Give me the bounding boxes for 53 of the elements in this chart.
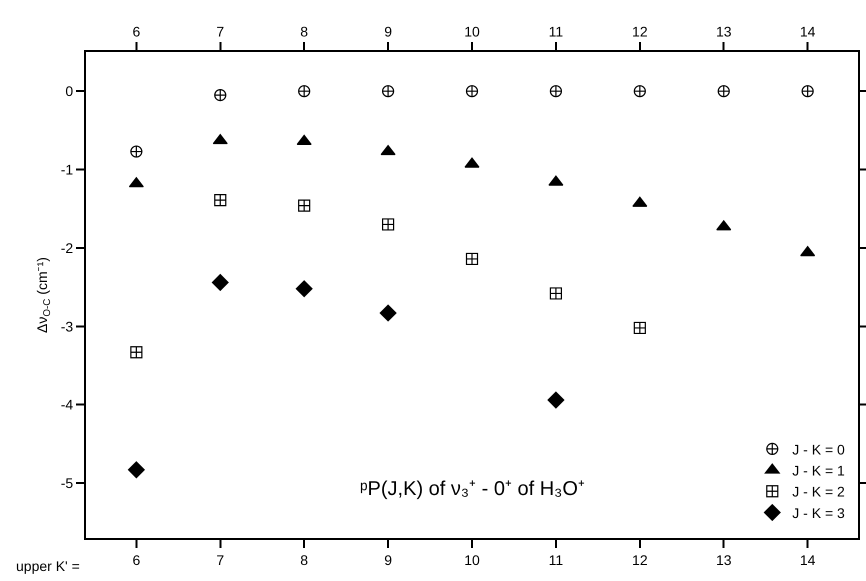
point bbox=[130, 346, 142, 358]
x2-tick-label: 9 bbox=[384, 552, 392, 568]
y-tick-label: -3 bbox=[60, 318, 74, 334]
x2-tick-label: 13 bbox=[716, 552, 732, 568]
x2-tick-label: 11 bbox=[548, 552, 564, 568]
point bbox=[634, 85, 646, 98]
point bbox=[550, 85, 562, 98]
x2-tick-label: 12 bbox=[632, 552, 648, 568]
x2-tick-label: 14 bbox=[800, 552, 816, 568]
point bbox=[550, 287, 562, 300]
point bbox=[382, 218, 394, 231]
x-tick-label: 14 bbox=[800, 23, 816, 40]
point bbox=[296, 280, 313, 298]
y-tick-label: -5 bbox=[60, 475, 74, 492]
annotation: ᵖP(J,K) of ν₃⁺ - 0⁺ of H₃O⁺ bbox=[360, 478, 585, 500]
x-tick-label: 8 bbox=[300, 23, 308, 40]
x-tick-label: 11 bbox=[548, 23, 564, 40]
x-tick-label: 13 bbox=[716, 23, 732, 40]
x-tick-label: 9 bbox=[384, 23, 392, 40]
x-tick-label: 12 bbox=[632, 23, 648, 40]
point bbox=[130, 145, 142, 158]
x2-tick-label: 8 bbox=[300, 552, 308, 568]
point bbox=[382, 85, 394, 98]
point bbox=[466, 85, 478, 98]
x-tick-label: 10 bbox=[464, 23, 480, 40]
point bbox=[214, 89, 226, 102]
text: upper K' = bbox=[16, 558, 80, 574]
point bbox=[212, 274, 229, 291]
point bbox=[380, 144, 396, 156]
x2-tick-label: 10 bbox=[464, 552, 480, 568]
x2-tick-label: 7 bbox=[216, 552, 224, 568]
x-tick-label: 7 bbox=[216, 23, 224, 40]
legend-label: J - K = 0 bbox=[792, 441, 846, 458]
point bbox=[634, 322, 646, 334]
legend-label: J - K = 3 bbox=[792, 504, 846, 521]
y-tick-label: -1 bbox=[60, 161, 74, 178]
y-tick-label: -2 bbox=[60, 240, 74, 256]
x2-tick-label: 6 bbox=[132, 552, 140, 568]
point bbox=[298, 200, 310, 212]
point bbox=[802, 85, 814, 98]
point bbox=[380, 304, 396, 322]
legend-label: J - K = 1 bbox=[792, 462, 846, 479]
point bbox=[212, 134, 228, 144]
legend-label: J - K = 2 bbox=[792, 484, 846, 500]
y-tick-label: -4 bbox=[60, 396, 74, 413]
point bbox=[548, 392, 564, 408]
point bbox=[128, 461, 145, 478]
point bbox=[466, 252, 478, 266]
point bbox=[718, 85, 730, 98]
y-tick-label: 0 bbox=[65, 83, 74, 100]
point bbox=[298, 85, 310, 98]
x-tick-label: 6 bbox=[132, 23, 140, 40]
point bbox=[214, 194, 226, 206]
